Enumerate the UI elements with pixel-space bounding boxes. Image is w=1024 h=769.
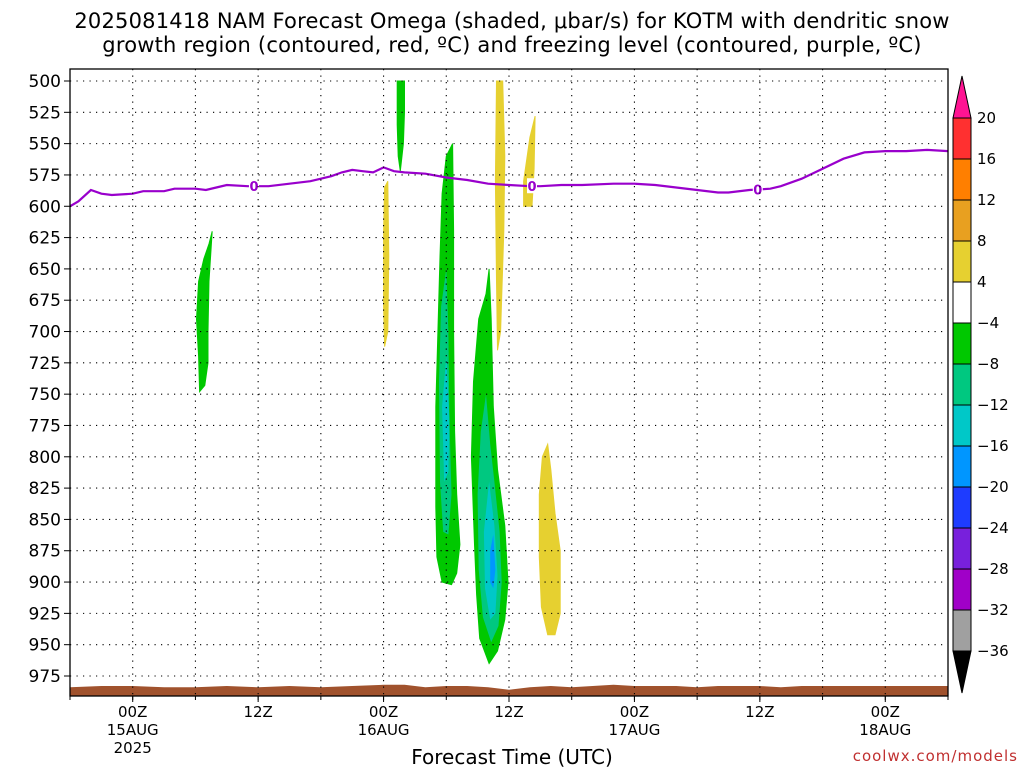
colorbar-swatch-12 (952, 609, 972, 652)
colorbar-swatch-5 (952, 322, 972, 365)
y-tick-label-3: 575 (29, 166, 61, 186)
terrain-fill (70, 684, 948, 696)
freezing-level-label-bg-2 (752, 181, 763, 197)
y-tick-label-15: 875 (29, 542, 61, 562)
y-tick-label-6: 650 (29, 260, 61, 280)
axes: 500 525 550 575 600 625 650 675 700 725 750 775 800 8… (29, 68, 949, 757)
y-tick-label-5: 625 (29, 229, 61, 249)
x-date-label-2: 16AUG (358, 721, 410, 739)
y-tick-label-0: 500 (29, 72, 61, 92)
freezing-level-label-0: 0 (249, 180, 258, 195)
colorbar-swatch-7 (952, 404, 972, 447)
y-tick-label-17: 925 (29, 604, 61, 624)
colorbar-swatch-8 (952, 445, 972, 488)
colorbar-swatch-1 (952, 158, 972, 201)
omega-region-5 (494, 80, 506, 351)
colorbar-label-13: −36 (977, 642, 1009, 660)
grid-lines (70, 69, 948, 696)
y-tick-label-2: 550 (29, 135, 61, 155)
colorbar-label-7: −12 (977, 396, 1009, 414)
x-tick-label-6: 00Z (871, 703, 900, 721)
colorbar-swatch-10 (952, 527, 972, 570)
colorbar-swatch-4 (952, 281, 972, 324)
colorbar: 20 16 12 8 4 −4 −8 −12 −16 −20 −24 −28 −32 −36 (952, 75, 1009, 694)
colorbar-label-5: −4 (977, 314, 999, 332)
freezing-level-label-2: 0 (753, 183, 762, 198)
x-tick-label-3: 12Z (494, 703, 523, 721)
freezing-level-label-1: 0 (527, 180, 536, 195)
colorbar-swatch-6 (952, 363, 972, 406)
x-tick-label-0: 00Z (118, 703, 147, 721)
y-tick-label-19: 975 (29, 667, 61, 687)
colorbar-label-3: 8 (977, 232, 987, 250)
colorbar-label-10: −24 (977, 519, 1009, 537)
x-tick-label-5: 12Z (745, 703, 774, 721)
omega-inner-region-4 (490, 534, 496, 589)
colorbar-label-2: 12 (977, 191, 996, 209)
y-tick-label-11: 775 (29, 416, 61, 436)
colorbar-label-1: 16 (977, 150, 996, 168)
y-tick-label-14: 850 (29, 510, 61, 530)
y-tick-label-7: 675 (29, 291, 61, 311)
colorbar-swatch-0 (952, 117, 972, 160)
colorbar-label-11: −28 (977, 560, 1009, 578)
colorbar-swatch-3 (952, 240, 972, 283)
credit-link[interactable]: coolwx.com/models (852, 747, 1018, 765)
omega-region-0 (195, 231, 213, 394)
y-tick-label-4: 600 (29, 197, 61, 217)
colorbar-label-6: −8 (977, 355, 999, 373)
colorbar-swatch-2 (952, 199, 972, 242)
chart-title-line2: growth region (contoured, red, ºC) and f… (102, 33, 922, 57)
y-tick-label-1: 525 (29, 103, 61, 123)
y-tick-label-13: 825 (29, 479, 61, 499)
x-date-label-0: 15AUG (107, 721, 159, 739)
y-tick-label-9: 725 (29, 354, 61, 374)
y-tick-label-8: 700 (29, 323, 61, 343)
colorbar-label-8: −16 (977, 437, 1009, 455)
y-tick-label-12: 800 (29, 448, 61, 468)
chart-title-line1: 2025081418 NAM Forecast Omega (shaded, μ… (74, 9, 950, 33)
colorbar-label-0: 20 (977, 109, 996, 127)
x-date-label-6: 18AUG (859, 721, 911, 739)
omega-region-4 (383, 180, 390, 347)
omega-region-7 (538, 442, 561, 636)
y-tick-label-10: 750 (29, 385, 61, 405)
x-date-label-4: 17AUG (608, 721, 660, 739)
freezing-level-label-bg-1 (526, 178, 537, 194)
freezing-level-label-bg-0 (248, 178, 259, 194)
colorbar-bottom-triangle (952, 650, 972, 694)
x-tick-label-2: 00Z (369, 703, 398, 721)
colorbar-swatch-9 (952, 486, 972, 529)
omega-inner-region-2 (442, 356, 450, 482)
colorbar-top-triangle (952, 75, 972, 119)
x-tick-label-1: 12Z (243, 703, 272, 721)
x-tick-label-4: 00Z (620, 703, 649, 721)
x-year-label-0: 2025 (114, 739, 152, 757)
colorbar-label-4: 4 (977, 273, 987, 291)
freezing-level-line (70, 148, 948, 208)
x-axis-title: Forecast Time (UTC) (411, 745, 613, 769)
plot-frame (69, 68, 949, 697)
y-tick-label-18: 950 (29, 636, 61, 656)
colorbar-label-12: −32 (977, 601, 1009, 619)
omega-region-1 (396, 80, 405, 172)
colorbar-swatch-11 (952, 568, 972, 611)
y-tick-label-16: 900 (29, 573, 61, 593)
colorbar-label-9: −20 (977, 478, 1009, 496)
